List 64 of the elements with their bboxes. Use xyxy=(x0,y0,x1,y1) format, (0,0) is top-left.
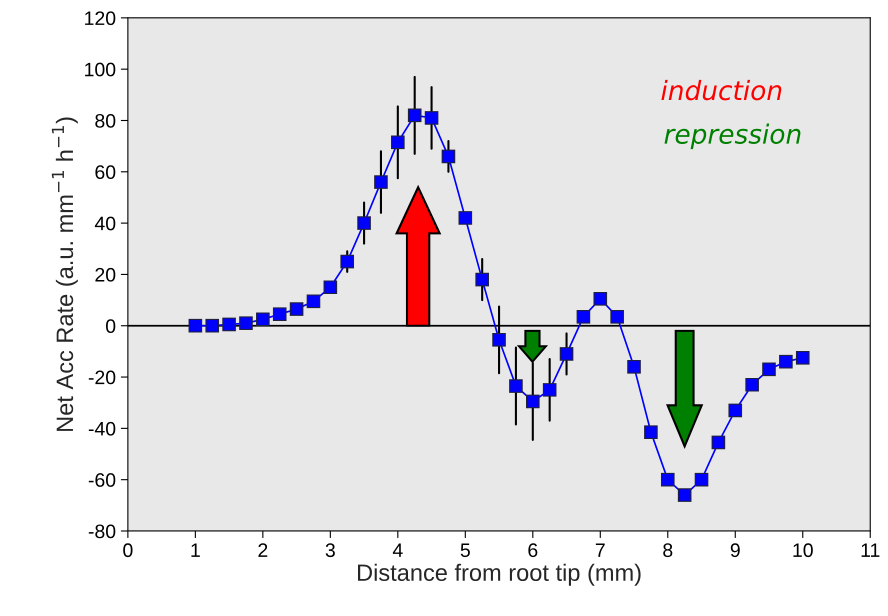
point xyxy=(205,318,220,333)
x-tick-label: 1 xyxy=(191,544,200,557)
point xyxy=(712,436,726,450)
point xyxy=(509,379,523,393)
point xyxy=(526,394,540,408)
point xyxy=(542,383,556,397)
point xyxy=(340,254,354,268)
point xyxy=(256,312,270,326)
point xyxy=(306,294,320,308)
x-tick-label: 10 xyxy=(793,543,813,558)
point xyxy=(576,310,590,324)
x-tick-label: 5 xyxy=(460,544,470,558)
y-tick-label: 60 xyxy=(95,165,116,180)
point xyxy=(779,354,793,368)
point xyxy=(222,318,236,332)
point xyxy=(272,307,287,321)
y-tick-label: -40 xyxy=(88,422,116,436)
point xyxy=(408,108,422,122)
point xyxy=(678,488,692,502)
x-axis-title: Distance from root tip (mm) xyxy=(358,564,641,586)
point xyxy=(694,472,708,486)
point xyxy=(391,135,405,150)
x-tick-label: 4 xyxy=(392,544,403,557)
y-tick-label: 40 xyxy=(94,216,116,230)
point xyxy=(762,362,776,376)
point xyxy=(593,292,608,306)
x-tick-label: 3 xyxy=(326,543,335,558)
point xyxy=(796,351,810,365)
x-tick-label: 6 xyxy=(528,543,538,558)
point xyxy=(290,302,304,316)
point xyxy=(188,318,202,333)
y-axis-title: Net Acc Rate (a.u. mm$^{−1}$ h$^{−1}$) xyxy=(52,118,78,431)
y-tick-label: 100 xyxy=(85,62,116,76)
point xyxy=(324,280,338,294)
point xyxy=(239,316,253,330)
point xyxy=(357,216,371,230)
y-tick-label: 80 xyxy=(95,114,116,128)
point xyxy=(560,347,574,361)
x-tick-label: 8 xyxy=(663,543,672,558)
point xyxy=(492,333,506,347)
y-tick-label: 0 xyxy=(106,319,116,333)
annotation: induction xyxy=(661,80,782,100)
x-tick-label: 9 xyxy=(730,543,740,558)
point xyxy=(745,378,759,392)
y-tick-label: 120 xyxy=(85,11,116,26)
point xyxy=(644,425,658,440)
point xyxy=(424,111,438,125)
y-tick-label: 20 xyxy=(95,268,116,282)
point xyxy=(442,150,456,164)
point xyxy=(458,211,472,225)
y-tick-label: -20 xyxy=(88,370,116,384)
point xyxy=(660,472,675,486)
point xyxy=(374,175,388,189)
x-tick-label: 2 xyxy=(258,543,268,557)
x-tick-label: 11 xyxy=(862,544,880,557)
x-tick-label: 0 xyxy=(123,543,133,558)
x-tick-label: 7 xyxy=(596,544,605,557)
annotation: repression xyxy=(664,124,800,150)
y-tick-label: -60 xyxy=(88,473,116,487)
point xyxy=(475,272,489,286)
point xyxy=(627,360,641,374)
y-tick-label: -80 xyxy=(88,524,116,538)
point xyxy=(728,404,742,418)
point xyxy=(610,310,624,324)
